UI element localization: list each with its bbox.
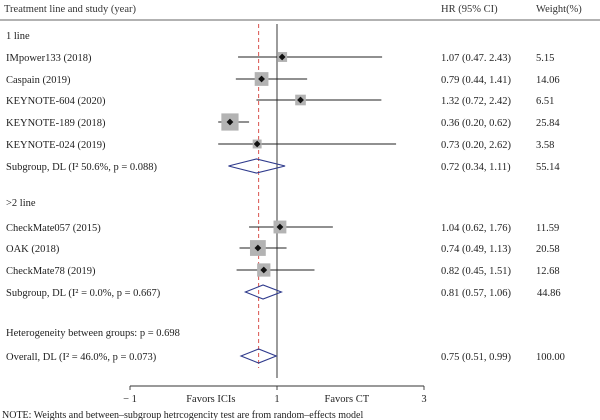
hr-value-g1-s0: 1.04 (0.62, 1.76) (441, 223, 511, 234)
study-label-g0-s1: Caspain (2019) (6, 75, 71, 86)
study-label-g0-s2: KEYNOTE-604 (2020) (6, 96, 106, 107)
x-axis-ticks: − 1 1 3 (123, 386, 427, 405)
x-tick-label-0: − 1 (123, 394, 137, 405)
study-label-g0-s4: KEYNOTE-024 (2019) (6, 140, 106, 151)
weight-value-g0-s4: 3.58 (536, 140, 554, 151)
point-estimate-g0-s4 (253, 140, 261, 148)
study-label-g0-s3: KEYNOTE-189 (2018) (6, 118, 106, 129)
hr-value-g0-s1: 0.79 (0.44, 1.41) (441, 75, 511, 86)
study-label-g1-s1: OAK (2018) (6, 244, 60, 255)
hr-value-g0-s0: 1.07 (0.47. 2.43) (441, 53, 511, 64)
subgroup-2-diamond (243, 284, 283, 300)
point-estimate-g0-s0 (278, 53, 286, 61)
weight-column-header: Weight(%) (536, 4, 582, 15)
subgroup-1-label: Subgroup, DL (I² 50.6%, p = 0.088) (6, 162, 158, 173)
weight-value-g0-s3: 25.84 (536, 118, 560, 129)
study-label-g1-s2: CheckMate78 (2019) (6, 266, 96, 277)
hr-column-header: HR (95% CI) (441, 4, 498, 15)
favors-icis-label: Favors ICIs (186, 394, 235, 405)
group-label-2-line: >2 line (6, 198, 36, 209)
weight-value-g1-s2: 12.68 (536, 266, 560, 277)
forest-marks: IMpower133 (2018) 1.07 (0.47. 2.43) 5.15 Ca… (6, 52, 565, 364)
heterogeneity-text: Heterogeneity between groups: p = 0.698 (6, 328, 180, 339)
weight-value-g0-s1: 14.06 (536, 75, 560, 86)
weight-value-g0-s2: 6.51 (536, 96, 554, 107)
hr-value-g1-s1: 0.74 (0.49, 1.13) (441, 244, 511, 255)
hr-value-g0-s3: 0.36 (0.20, 0.62) (441, 118, 511, 129)
subgroup-1-hr-value: 0.72 (0.34, 1.11) (441, 162, 511, 173)
overall-weight-value: 100.00 (536, 352, 565, 363)
weight-value-g1-s0: 11.59 (536, 223, 559, 234)
overall-diamond (239, 348, 278, 364)
group-label-1-line: 1 line (6, 31, 30, 42)
subgroup-1-diamond (228, 158, 286, 174)
subgroup-2-hr-value: 0.81 (0.57, 1.06) (441, 288, 511, 299)
point-estimate-g0-s1 (258, 75, 265, 83)
subgroup-2-label: Subgroup, DL (I² = 0.0%, p = 0.667) (6, 288, 161, 299)
x-tick-label-2: 3 (421, 394, 426, 405)
footnote: NOTE: Weights and between–subgroup hetrc… (2, 410, 363, 420)
x-tick-label-1: 1 (274, 394, 279, 405)
study-label-g0-s0: IMpower133 (2018) (6, 53, 92, 64)
study-label-g1-s0: CheckMate057 (2015) (6, 223, 101, 234)
hr-value-g0-s4: 0.73 (0.20, 2.62) (441, 140, 511, 151)
hr-value-g1-s2: 0.82 (0.45, 1.51) (441, 266, 511, 277)
overall-hr-value: 0.75 (0.51, 0.99) (441, 352, 511, 363)
weight-value-g0-s0: 5.15 (536, 53, 554, 64)
point-estimate-g0-s3 (226, 118, 234, 126)
favors-ct-label: Favors CT (325, 394, 370, 405)
point-estimate-g0-s2 (297, 96, 304, 104)
hr-value-g0-s2: 1.32 (0.72, 2.42) (441, 96, 511, 107)
point-estimate-g1-s1 (254, 244, 262, 252)
subgroup-2-weight-value: 44.86 (537, 288, 561, 299)
subgroup-1-weight-value: 55.14 (536, 162, 560, 173)
point-estimate-g1-s2 (260, 266, 268, 274)
study-column-header: Treatment line and study (year) (4, 4, 136, 15)
point-estimate-g1-s0 (276, 223, 284, 231)
overall-label: Overall, DL (I² = 46.0%, p = 0.073) (6, 352, 157, 363)
weight-value-g1-s1: 20.58 (536, 244, 560, 255)
